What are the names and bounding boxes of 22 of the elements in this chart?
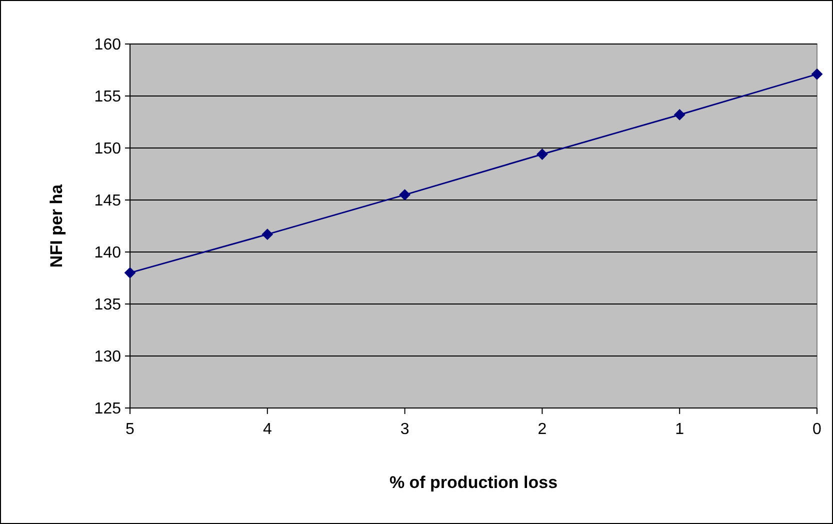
y-tick-label: 125 xyxy=(94,400,122,418)
y-tick-label: 155 xyxy=(94,88,122,106)
point xyxy=(674,109,686,120)
y-axis-title: NFI per ha xyxy=(47,184,66,268)
x-tick-label: 1 xyxy=(675,421,684,438)
point xyxy=(124,267,136,278)
y-tick-label: 160 xyxy=(94,36,122,54)
y-tick-label: 140 xyxy=(94,244,122,262)
x-tick-label: 3 xyxy=(400,421,410,438)
point xyxy=(399,189,410,200)
x-tick-label: 5 xyxy=(126,421,135,438)
x-tick-label: 4 xyxy=(262,421,272,438)
x-tick-label: 0 xyxy=(812,421,822,438)
x-axis-title: % of production loss xyxy=(389,473,558,492)
point xyxy=(812,68,822,80)
point xyxy=(536,148,548,160)
x-tick-label: 2 xyxy=(538,421,547,438)
point xyxy=(262,228,273,240)
y-tick-label: 135 xyxy=(94,296,122,314)
y-tick-label: 150 xyxy=(94,140,122,158)
y-tick-label: 145 xyxy=(94,192,122,210)
y-tick-label: 130 xyxy=(94,348,122,366)
